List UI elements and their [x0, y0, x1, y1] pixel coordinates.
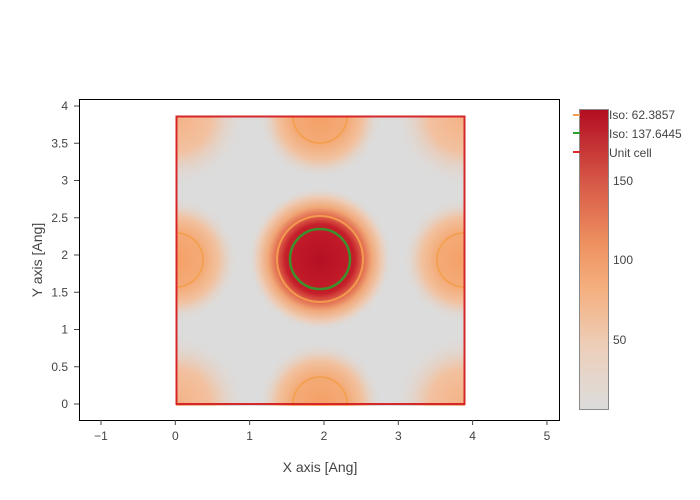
legend-item-iso-137[interactable]: Iso: 137.6445 [573, 127, 682, 141]
y-tick-label: 2.5 [51, 211, 68, 225]
legend-label: Iso: 137.6445 [609, 127, 682, 141]
x-axis: −1 0 1 2 3 4 5 [94, 420, 551, 443]
x-tick-label: 4 [469, 429, 476, 443]
x-tick-label: 0 [172, 429, 179, 443]
colorbar-tick-100: 100 [613, 253, 633, 267]
y-tick-label: 1.5 [51, 285, 68, 299]
y-tick-label: 1 [61, 323, 68, 337]
x-tick-label: 1 [246, 429, 253, 443]
colorbar-bar [579, 109, 609, 410]
iso-contour-137 [288, 227, 352, 291]
y-tick-label: 2 [61, 248, 68, 262]
y-axis-title: Y axis [Ang] [29, 223, 45, 297]
legend-item-unit-cell[interactable]: Unit cell [573, 146, 652, 160]
x-tick-label: 5 [544, 429, 551, 443]
x-axis-title: X axis [Ang] [283, 459, 358, 475]
x-tick-label: 2 [321, 429, 328, 443]
y-tick-label: 4 [61, 99, 68, 113]
colorbar: 150 100 50 [579, 109, 633, 410]
x-tick-label: −1 [94, 429, 108, 443]
legend[interactable]: Iso: 62.3857 Iso: 137.6445 Unit cell [573, 108, 682, 160]
density-heatmap [176, 117, 465, 406]
legend-label: Iso: 62.3857 [609, 108, 675, 122]
legend-label: Unit cell [609, 146, 652, 160]
y-tick-label: 3 [61, 174, 68, 188]
y-tick-label: 0.5 [51, 360, 68, 374]
y-tick-label: 3.5 [51, 136, 68, 150]
colorbar-tick-50: 50 [613, 333, 627, 347]
x-tick-label: 3 [395, 429, 402, 443]
legend-item-iso-62[interactable]: Iso: 62.3857 [573, 108, 675, 122]
y-axis: 0 0.5 1 1.5 2 2.5 3 3.5 4 [51, 99, 79, 411]
unit-cell-outline [175, 115, 466, 405]
colorbar-tick-150: 150 [613, 174, 633, 188]
y-tick-label: 0 [61, 397, 68, 411]
